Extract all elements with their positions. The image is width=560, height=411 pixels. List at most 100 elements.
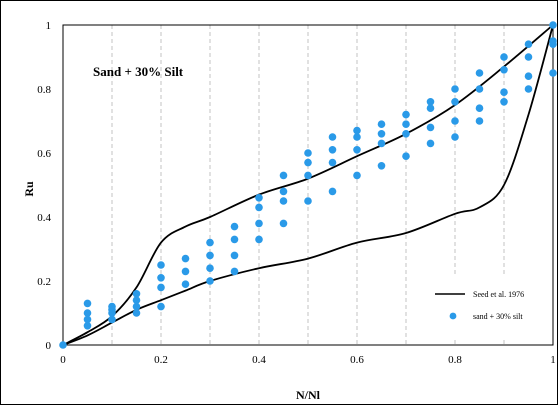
data-point (426, 104, 435, 112)
data-point (255, 235, 263, 244)
data-point (500, 88, 508, 96)
data-point (83, 315, 92, 324)
y-axis-label: Ru (22, 181, 36, 197)
data-point (451, 98, 459, 106)
data-point (157, 283, 165, 292)
data-point (353, 133, 361, 141)
data-point (255, 194, 263, 202)
data-point (255, 203, 263, 212)
data-point (304, 197, 312, 205)
data-point (524, 53, 533, 61)
data-point (328, 187, 337, 196)
x-axis-label: N/Nl (296, 388, 321, 402)
plot-area-border (62, 24, 554, 346)
legend-label-seed: Seed et al. 1976 (473, 290, 524, 299)
data-point (328, 146, 337, 154)
data-point (475, 69, 484, 77)
data-point (108, 302, 116, 311)
data-point (132, 296, 141, 305)
data-point (132, 302, 141, 311)
data-point (549, 21, 557, 29)
point-layer (59, 21, 557, 349)
data-point (549, 69, 557, 77)
data-point (230, 251, 239, 260)
chart-annotation: Sand + 30% Silt (93, 64, 184, 79)
data-point (402, 130, 410, 138)
legend: Seed et al. 1976 sand + 30% silt (426, 277, 552, 337)
data-point (132, 309, 141, 317)
data-point (206, 264, 214, 273)
x-tick-label: 1 (550, 354, 556, 366)
data-point (426, 123, 435, 132)
seed-lower-bound-curve (62, 24, 554, 346)
data-point (451, 85, 459, 93)
data-point (279, 171, 288, 180)
data-point (83, 309, 92, 317)
data-point (230, 222, 239, 231)
data-point (279, 197, 288, 205)
data-point (377, 162, 386, 170)
data-point (328, 133, 337, 141)
y-tick-label: 1 (46, 20, 52, 32)
data-point (353, 146, 361, 154)
x-tick-label: 0.2 (154, 354, 168, 366)
y-tick-label: 0.4 (37, 212, 51, 224)
data-point (230, 235, 239, 244)
x-tick-label: 0.4 (252, 354, 266, 366)
y-tick-label: 0.2 (37, 276, 51, 288)
data-point (181, 267, 190, 276)
data-point (402, 120, 410, 128)
legend-label-sand-silt: sand + 30% silt (473, 312, 523, 321)
data-point (132, 290, 141, 298)
data-point (206, 251, 214, 260)
y-tick-label: 0.6 (37, 148, 51, 160)
x-tick-label: 0 (60, 354, 66, 366)
data-point (279, 187, 288, 196)
data-point (304, 149, 312, 157)
data-point (377, 130, 386, 138)
data-point (377, 139, 386, 148)
data-point (59, 341, 67, 349)
data-point (304, 158, 312, 167)
data-point (524, 40, 533, 48)
data-point (304, 171, 312, 180)
y-tick-label: 0 (46, 340, 52, 352)
data-point (255, 219, 263, 228)
data-point (279, 219, 288, 228)
data-point (377, 120, 386, 128)
data-point (451, 133, 459, 141)
data-point (500, 66, 508, 74)
data-point (475, 85, 484, 93)
data-point (83, 322, 92, 330)
data-point (157, 302, 165, 311)
data-point (426, 98, 435, 106)
x-tick-label: 0.8 (448, 354, 462, 366)
legend-box (426, 277, 552, 337)
data-point (108, 315, 116, 324)
data-point (157, 274, 165, 282)
data-point (549, 37, 557, 45)
data-point (524, 85, 533, 93)
data-point (500, 98, 508, 106)
data-point (206, 277, 214, 285)
data-point (500, 53, 508, 61)
data-point (206, 238, 214, 247)
data-point (157, 261, 165, 269)
data-point (353, 126, 361, 135)
data-point (402, 110, 410, 119)
data-point (451, 117, 459, 125)
data-point (524, 72, 533, 80)
data-point (426, 139, 435, 148)
data-point (83, 299, 92, 308)
data-point (402, 152, 410, 160)
y-tick-label: 0.8 (37, 84, 51, 96)
x-tick-label: 0.6 (350, 354, 364, 366)
data-point (475, 117, 484, 125)
legend-marker-swatch (449, 312, 457, 320)
data-point (181, 254, 190, 263)
data-point (181, 280, 190, 289)
tick-layer: 0 0.2 0.4 0.6 0.8 1 0 0.2 0.4 0.6 0.8 1 (37, 20, 556, 366)
data-point (230, 267, 239, 276)
